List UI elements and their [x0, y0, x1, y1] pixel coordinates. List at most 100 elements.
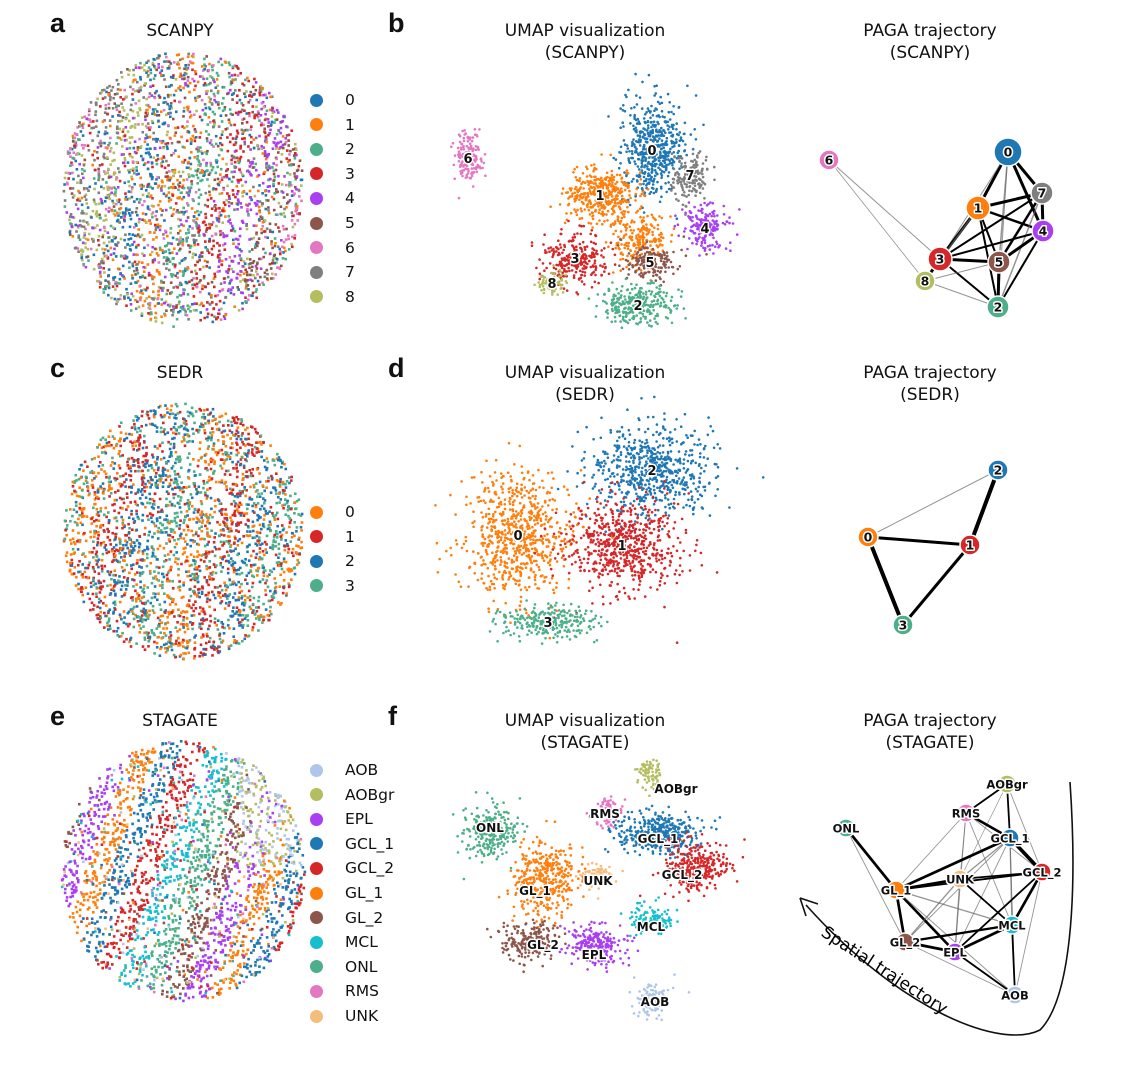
spatial-spot	[118, 575, 121, 578]
spatial-spot	[227, 71, 231, 75]
spatial-spot	[202, 652, 206, 655]
spatial-spot	[260, 123, 263, 127]
spatial-spot	[121, 454, 124, 457]
spatial-spot	[79, 521, 83, 525]
spatial-spot	[179, 175, 182, 178]
spatial-spot	[120, 71, 123, 74]
spatial-spot	[199, 210, 203, 214]
spatial-spot	[256, 539, 259, 542]
spatial-spot	[177, 249, 181, 252]
spatial-spot	[174, 473, 177, 476]
spatial-spot	[251, 261, 255, 265]
spatial-spot	[141, 122, 144, 126]
spatial-spot	[204, 524, 207, 528]
spatial-spot	[208, 640, 211, 643]
spatial-spot	[185, 178, 189, 181]
spatial-spot	[212, 593, 216, 597]
spatial-spot	[277, 495, 280, 499]
spatial-spot	[166, 123, 170, 127]
spatial-spot	[201, 287, 204, 291]
spatial-spot	[277, 129, 281, 133]
spatial-spot	[238, 573, 241, 576]
spatial-spot	[134, 444, 138, 448]
spatial-spot	[152, 205, 155, 208]
spatial-spot	[216, 103, 220, 106]
spatial-spot	[233, 165, 236, 168]
spatial-spot	[119, 96, 122, 99]
legend-swatch	[310, 935, 323, 949]
spatial-spot	[241, 118, 244, 121]
spatial-spot	[265, 199, 268, 202]
spatial-spot	[93, 535, 96, 539]
spatial-spot	[194, 269, 197, 273]
spatial-spot	[256, 110, 260, 113]
spatial-spot	[92, 578, 95, 581]
spatial-spot	[214, 232, 217, 235]
spatial-spot	[261, 221, 265, 224]
spatial-spot	[86, 247, 90, 251]
spatial-spot	[143, 584, 146, 587]
spatial-spot	[185, 210, 188, 213]
spatial-spot	[189, 578, 193, 582]
spatial-spot	[84, 227, 87, 231]
spatial-spot	[115, 302, 118, 306]
spatial-spot	[197, 508, 200, 511]
spatial-spot	[80, 124, 84, 127]
spatial-spot	[296, 219, 299, 222]
spatial-spot	[121, 569, 125, 573]
spatial-spot	[92, 238, 95, 241]
spatial-spot	[237, 530, 240, 533]
spatial-spot	[199, 171, 202, 175]
spatial-spot	[255, 224, 258, 227]
spatial-spot	[186, 120, 189, 123]
spatial-spot	[167, 186, 171, 190]
spatial-spot	[276, 452, 279, 456]
spatial-spot	[164, 175, 168, 178]
spatial-spot	[152, 592, 155, 595]
spatial-spot	[242, 189, 246, 193]
spatial-spot	[86, 238, 90, 242]
spatial-spot	[101, 89, 104, 92]
paga-title-line1: PAGA trajectory	[863, 363, 997, 383]
spatial-spot	[151, 245, 154, 249]
spatial-spot	[144, 189, 148, 192]
spatial-spot	[236, 470, 239, 473]
spatial-spot	[136, 503, 139, 507]
spatial-spot	[153, 492, 157, 496]
spatial-spot	[173, 545, 177, 549]
spatial-spot	[273, 141, 276, 145]
spatial-spot	[239, 566, 242, 570]
spatial-spot	[181, 239, 185, 243]
spatial-spot	[264, 189, 267, 193]
spatial-spot	[107, 167, 110, 171]
spatial-spot	[263, 140, 267, 143]
spatial-spot	[282, 240, 286, 244]
spatial-spot	[239, 155, 243, 159]
spatial-spot	[97, 280, 101, 283]
spatial-spot	[224, 114, 228, 117]
spatial-spot	[173, 539, 176, 542]
spatial-spot	[183, 418, 186, 421]
spatial-spot	[208, 412, 212, 416]
spatial-spot	[200, 255, 204, 258]
spatial-spot	[213, 510, 216, 514]
spatial-spot	[232, 499, 236, 503]
spatial-spot	[167, 196, 171, 200]
spatial-spot	[81, 258, 84, 262]
spatial-spot	[262, 123, 265, 127]
spatial-spot	[246, 619, 250, 622]
spatial-spot	[193, 572, 196, 576]
spatial-spot	[269, 128, 272, 132]
spatial-spot	[291, 547, 295, 551]
spatial-spot	[281, 524, 284, 527]
spatial-spot	[163, 250, 166, 254]
spatial-spot	[255, 98, 258, 102]
spatial-spot	[214, 480, 218, 484]
spatial-spot	[141, 645, 145, 648]
spatial-spot	[229, 451, 233, 455]
spatial-spot	[136, 559, 139, 562]
spatial-spot	[204, 83, 208, 87]
spatial-spot	[78, 486, 81, 489]
spatial-spot	[121, 523, 125, 527]
spatial-spot	[139, 436, 142, 439]
